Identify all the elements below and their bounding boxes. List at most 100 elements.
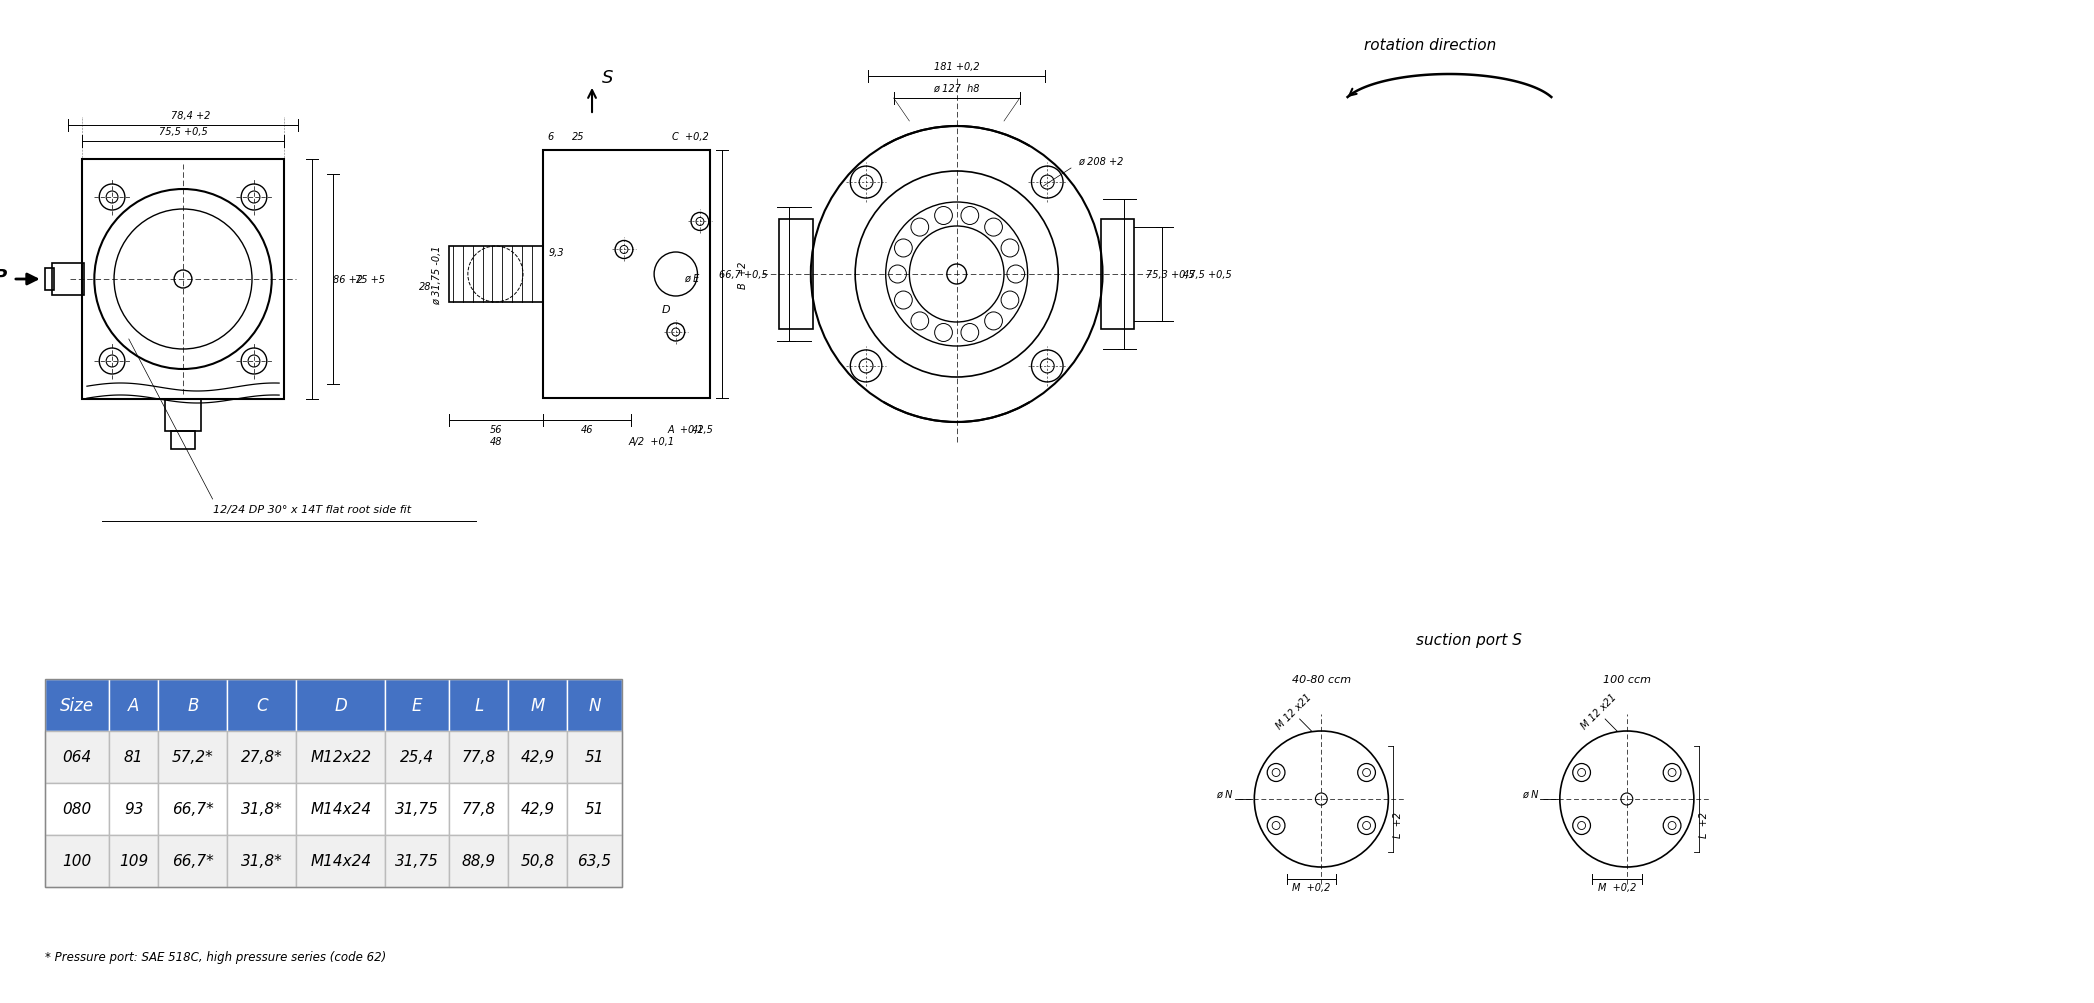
Text: 100 ccm: 100 ccm [1602,674,1650,684]
Text: ø N: ø N [1522,789,1539,799]
Text: C  +0,2: C +0,2 [672,131,710,141]
Bar [46,679,622,887]
Bar [509,731,567,783]
Bar [109,835,159,887]
Text: 27,8*: 27,8* [241,750,283,764]
Text: 31,75: 31,75 [396,801,440,816]
Text: ø E: ø E [683,274,699,284]
Text: * Pressure port: SAE 518C, high pressure series (code 62): * Pressure port: SAE 518C, high pressure… [46,951,385,964]
Bar [448,783,509,835]
Bar [52,264,84,296]
Text: M 12 x21: M 12 x21 [1273,692,1313,731]
Text: 66,7*: 66,7* [172,801,214,816]
Text: 47,5 +0,5: 47,5 +0,5 [1183,270,1231,280]
Text: suction port S: suction port S [1416,632,1522,647]
Text: 77,8: 77,8 [461,801,496,816]
Text: 88,9: 88,9 [461,854,496,869]
Text: 25,4: 25,4 [400,750,433,764]
Text: E: E [413,696,423,714]
Text: 42,9: 42,9 [521,801,555,816]
Text: B: B [186,696,199,714]
Bar [567,679,622,731]
Bar [448,835,509,887]
Text: ø 31,75 -0,1: ø 31,75 -0,1 [431,245,442,305]
Bar [46,679,109,731]
Bar [165,399,201,431]
Text: 46: 46 [580,424,593,434]
Bar [385,835,448,887]
Text: L  +2: L +2 [1698,811,1709,838]
Text: M12x22: M12x22 [310,750,371,764]
Text: P: P [0,268,6,286]
Bar [109,679,159,731]
Bar [159,783,228,835]
Bar [172,431,195,449]
Text: D: D [662,305,670,315]
Text: 6: 6 [547,131,553,141]
Text: L  +2: L +2 [1393,811,1403,838]
Bar [779,220,812,330]
Text: B  +2: B +2 [737,261,748,289]
Bar [385,679,448,731]
Text: N: N [588,696,601,714]
Bar [567,731,622,783]
Text: 75,3 +0,5: 75,3 +0,5 [1145,270,1196,280]
Text: M: M [530,696,544,714]
Text: 51: 51 [584,801,605,816]
Bar [228,835,297,887]
Text: 181 +0,2: 181 +0,2 [934,62,980,72]
Text: 12/24 DP 30° x 14T flat root side fit: 12/24 DP 30° x 14T flat root side fit [214,505,410,515]
Text: 31,75: 31,75 [396,854,440,869]
Bar [109,731,159,783]
Bar [542,150,710,398]
Text: L: L [473,696,484,714]
Bar [228,783,297,835]
Text: 66,7*: 66,7* [172,854,214,869]
Bar [44,269,54,291]
Text: M  +0,2: M +0,2 [1598,882,1635,892]
Bar [509,783,567,835]
Text: 100: 100 [63,854,92,869]
Text: 78,4 +2: 78,4 +2 [172,111,211,121]
Text: M  +0,2: M +0,2 [1292,882,1330,892]
Text: rotation direction: rotation direction [1363,37,1495,52]
Text: 56: 56 [490,424,503,434]
Bar [159,731,228,783]
Text: A/2  +0,1: A/2 +0,1 [628,436,674,446]
Text: 63,5: 63,5 [578,854,611,869]
Bar [82,159,285,399]
Text: 080: 080 [63,801,92,816]
Text: M14x24: M14x24 [310,801,371,816]
Text: 31,8*: 31,8* [241,854,283,869]
Bar [228,679,297,731]
Text: 41,5: 41,5 [691,424,714,434]
Text: ø 208 +2: ø 208 +2 [1078,156,1122,166]
Text: 75,5 +0,5: 75,5 +0,5 [159,126,207,136]
Bar [297,835,385,887]
Bar [228,731,297,783]
Text: 51: 51 [584,750,605,764]
Bar [297,679,385,731]
Bar [297,731,385,783]
Text: A: A [128,696,140,714]
Text: 75 +5: 75 +5 [356,275,385,285]
Text: 48: 48 [490,436,503,446]
Bar [509,679,567,731]
Bar [448,679,509,731]
Bar [46,783,109,835]
Text: 9,3: 9,3 [549,248,565,258]
Bar [448,731,509,783]
Bar [385,783,448,835]
Bar [567,835,622,887]
Text: A  +0,2: A +0,2 [668,424,704,434]
Bar [1101,220,1135,330]
Text: 93: 93 [124,801,144,816]
Bar [448,247,542,303]
Text: 064: 064 [63,750,92,764]
Text: 57,2*: 57,2* [172,750,214,764]
Text: 31,8*: 31,8* [241,801,283,816]
Text: D: D [335,696,348,714]
Bar [46,835,109,887]
Bar [297,783,385,835]
Text: 109: 109 [119,854,149,869]
